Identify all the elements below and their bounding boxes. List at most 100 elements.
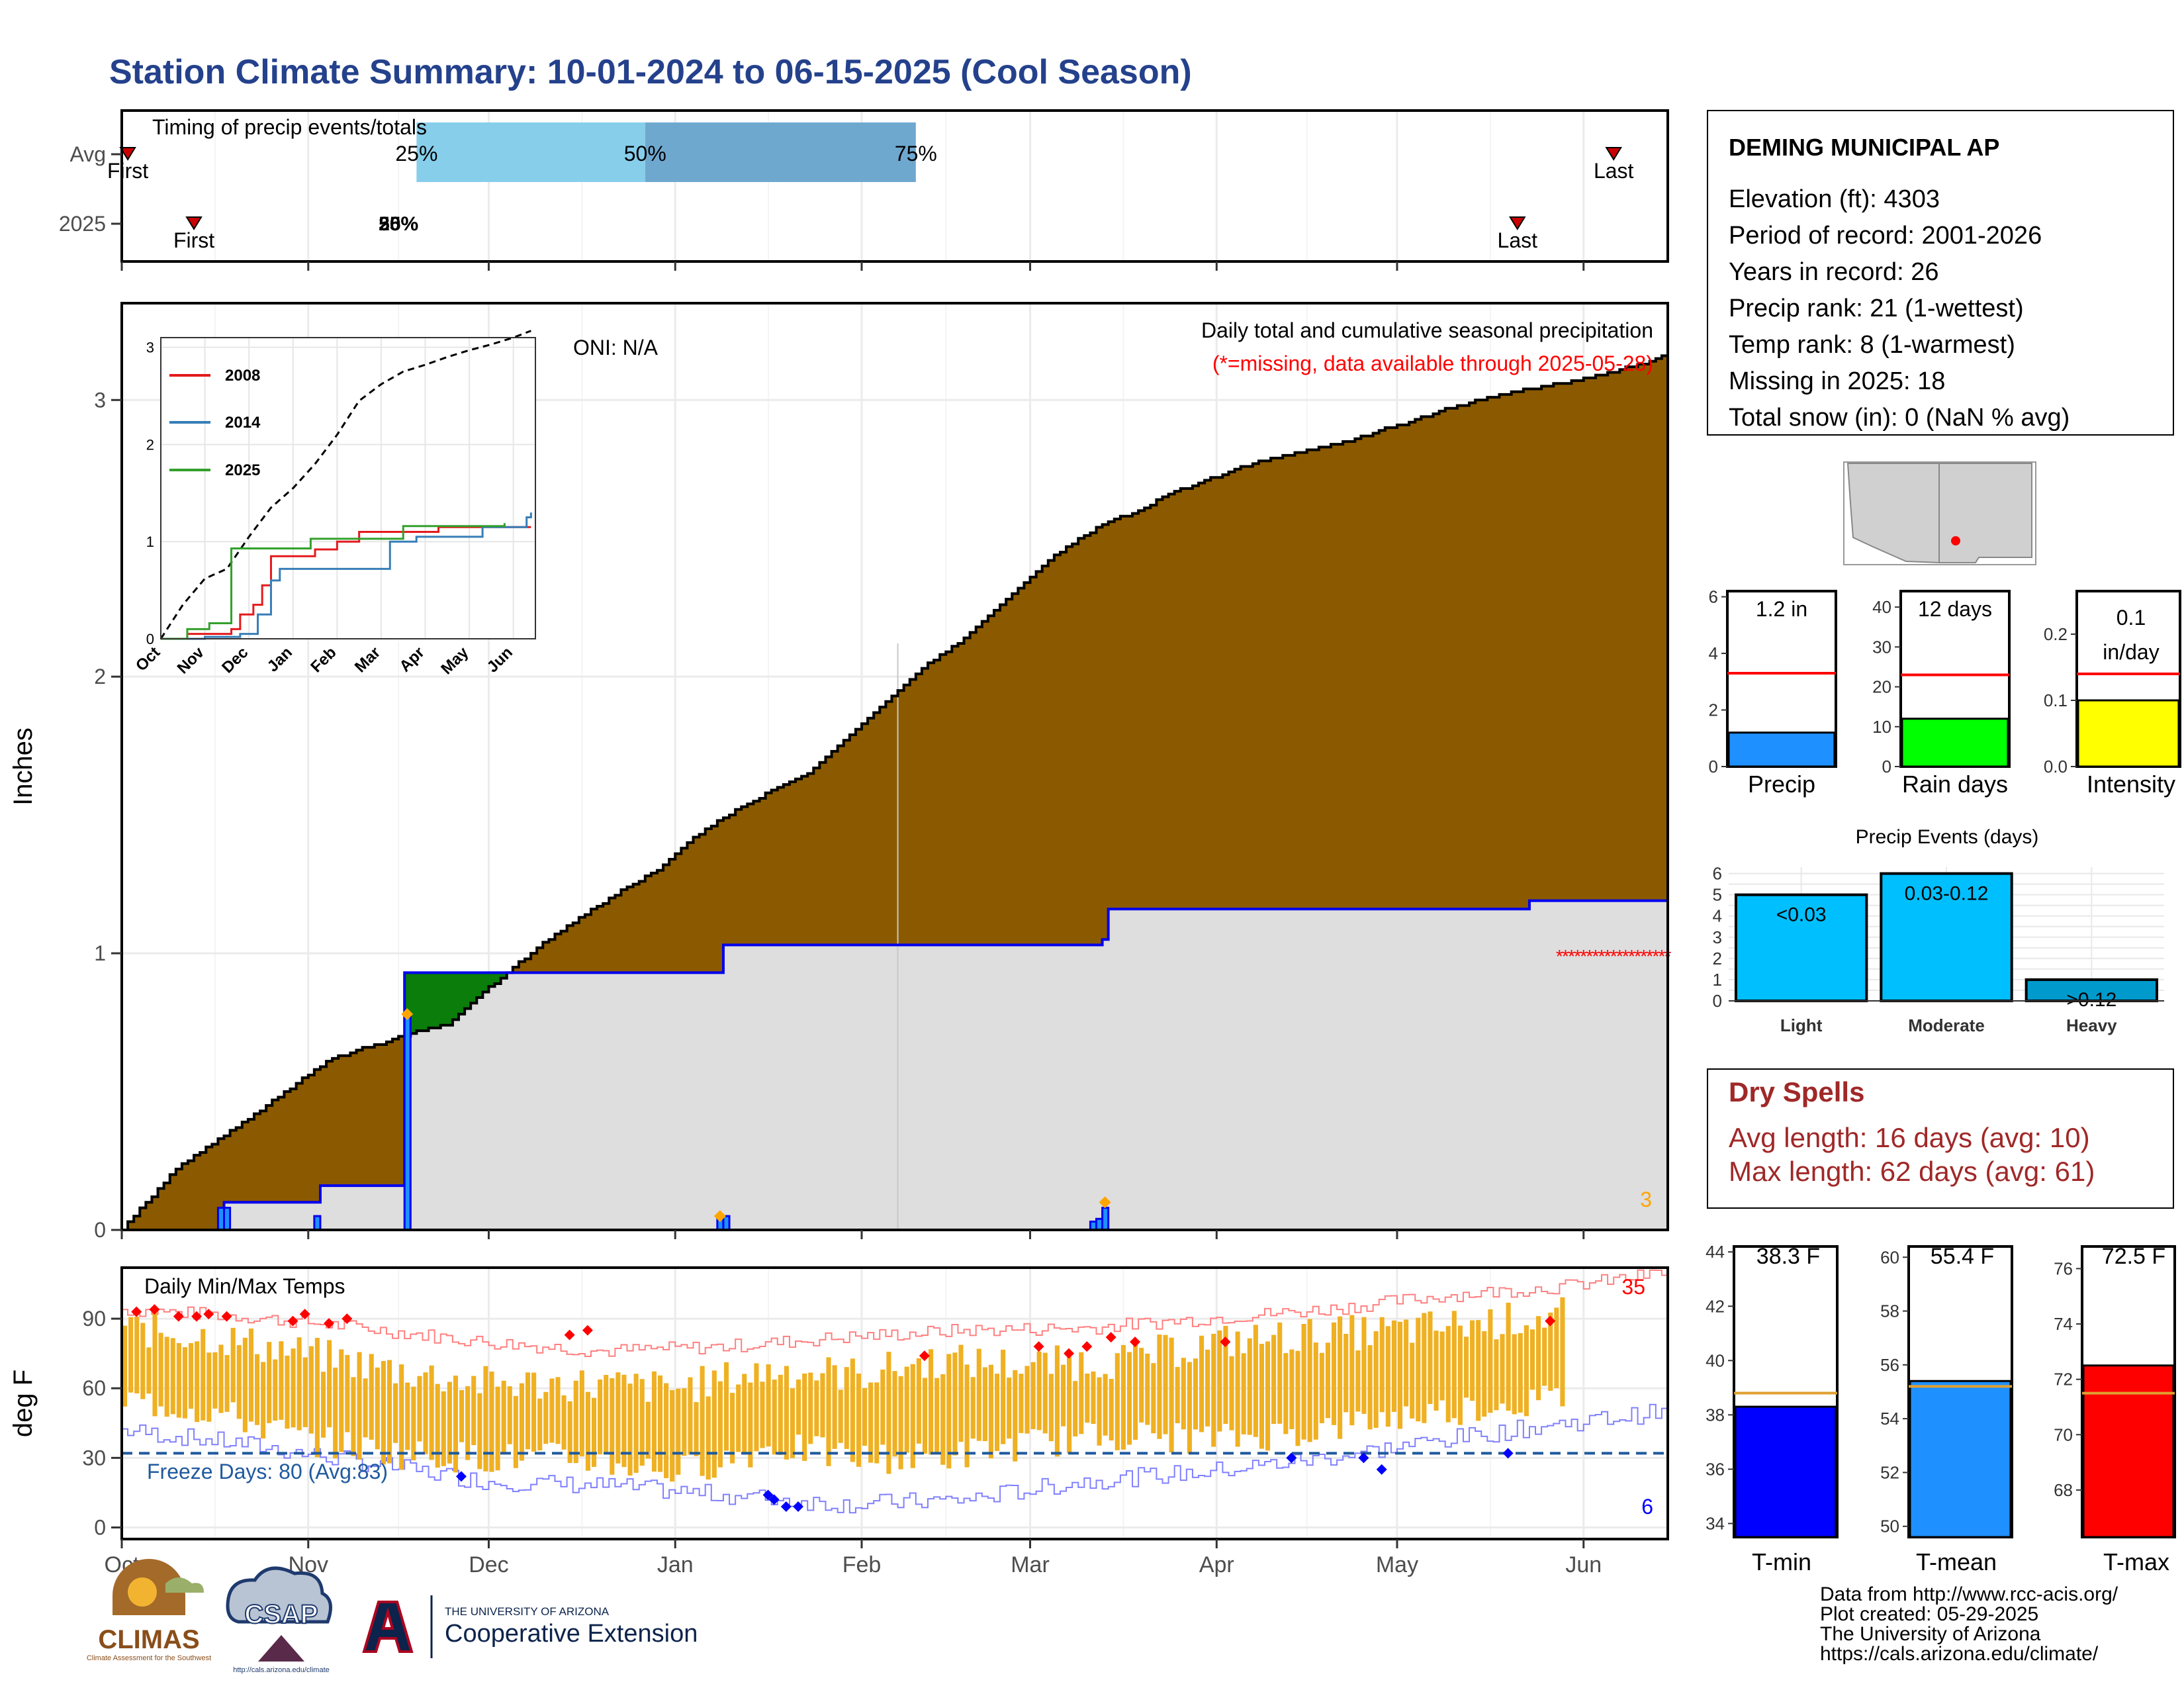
daily-temp-bar — [1512, 1334, 1517, 1415]
station-years: Years in record: 26 — [1729, 258, 1939, 286]
low-record-marker — [768, 1494, 780, 1505]
daily-temp-bar — [134, 1317, 140, 1393]
daily-temp-bar — [766, 1364, 771, 1447]
dry-spells-max: Max length: 62 days (avg: 61) — [1729, 1156, 2095, 1187]
daily-temp-bar — [267, 1342, 272, 1423]
daily-temp-bar — [1001, 1349, 1006, 1444]
low-record-marker — [1376, 1464, 1387, 1475]
missing-marker: * — [1640, 946, 1647, 966]
daily-temp-bar — [748, 1382, 753, 1468]
daily-temp-bar — [519, 1383, 524, 1461]
inset-y-tick-label: 1 — [146, 534, 154, 550]
daily-precip-bar — [1101, 1207, 1110, 1231]
daily-temp-bar — [742, 1374, 747, 1455]
quartile-label: 50% — [624, 142, 666, 165]
daily-temp-bar — [940, 1374, 946, 1465]
daily-temp-bar — [1445, 1326, 1451, 1423]
daily-temp-bar — [856, 1373, 862, 1467]
low-record-marker — [1502, 1448, 1514, 1459]
temps-x-tick-label: May — [1376, 1552, 1418, 1577]
low-record-count: 6 — [1641, 1495, 1653, 1519]
daily-temp-bar — [549, 1378, 555, 1443]
daily-temp-bar — [201, 1329, 206, 1421]
tmean-y-tick-label: 60 — [1880, 1247, 1899, 1267]
daily-temp-bar — [459, 1389, 465, 1442]
daily-temp-bar — [279, 1341, 284, 1420]
raindays-bar-xlabel: Rain days — [1902, 771, 2008, 798]
daily-temp-bar — [591, 1397, 597, 1468]
daily-temp-bar — [1457, 1325, 1463, 1425]
daily-temp-bar — [525, 1372, 531, 1450]
daily-temp-bar — [1470, 1320, 1475, 1401]
daily-temp-bar — [543, 1391, 549, 1444]
tmean-value-label: 55.4 F — [1931, 1244, 1994, 1269]
low-record-marker — [1286, 1452, 1297, 1464]
daily-temp-bar — [958, 1344, 964, 1442]
raindays-y-tick-label: 10 — [1872, 717, 1891, 737]
temps-x-tick-label: Feb — [842, 1552, 882, 1577]
daily-temp-bar — [513, 1395, 518, 1468]
daily-temp-bar — [1115, 1353, 1120, 1450]
climas-logo: CLIMAS Climate Assessment for the Southw… — [87, 1559, 211, 1662]
daily-temp-bar — [369, 1354, 374, 1440]
raindays-value-label: 12 days — [1918, 597, 1992, 621]
climas-logo-subtext: Climate Assessment for the Southwest — [87, 1654, 211, 1662]
daily-temp-bar — [176, 1342, 181, 1418]
daily-temp-bar — [1007, 1377, 1012, 1439]
precip-value-label: 1.2 in — [1756, 597, 1807, 621]
daily-temp-bar — [1217, 1330, 1222, 1432]
daily-temp-bar — [1301, 1323, 1306, 1440]
daily-temp-bar — [435, 1383, 440, 1468]
summary-bar-charts: 02460102030400.00.10.2343638404244505254… — [1706, 587, 2181, 1538]
tmean-bar-xlabel: T-mean — [1916, 1548, 1997, 1575]
raindays-y-tick-label: 20 — [1872, 677, 1891, 697]
precip-bar-xlabel: Precip — [1748, 771, 1815, 798]
station-name: DEMING MUNICIPAL AP — [1729, 134, 1999, 161]
tmean-y-tick-label: 58 — [1880, 1301, 1899, 1321]
daily-temp-bar — [1036, 1351, 1042, 1430]
temps-y-tick-label: 0 — [94, 1515, 106, 1539]
timing-row-label: 2025 — [59, 212, 106, 236]
daily-temp-bar — [910, 1364, 915, 1468]
daily-temp-bar — [1211, 1333, 1216, 1447]
daily-temp-bar — [664, 1383, 669, 1478]
daily-temp-bar — [327, 1340, 332, 1428]
record-precip-marker — [1099, 1196, 1111, 1209]
daily-temp-bar — [1404, 1319, 1409, 1407]
inset-frame — [160, 337, 536, 639]
daily-temp-bar — [790, 1388, 796, 1458]
daily-temp-bar — [291, 1348, 296, 1428]
events-content: <0.03 Light 0.03-0.12 Moderate >0.12 Heavy 01 2… — [1713, 864, 2164, 1035]
daily-temp-bar — [1169, 1337, 1174, 1453]
temps-x-tick-label: Jan — [657, 1552, 694, 1577]
events-y-tick-label: 4 — [1713, 906, 1722, 926]
dry-spells-title: Dry Spells — [1729, 1076, 1864, 1107]
daily-temp-bar — [236, 1345, 242, 1419]
high-record-marker — [203, 1309, 214, 1320]
daily-temp-bar — [916, 1358, 921, 1444]
daily-temp-bar — [874, 1382, 880, 1464]
daily-temp-bar — [1422, 1313, 1427, 1423]
daily-temp-bar — [892, 1371, 897, 1457]
daily-temp-bar — [188, 1342, 194, 1409]
precip-label-missing: (*=missing, data available through 2025-… — [1212, 352, 1653, 375]
daily-temp-bar — [1073, 1381, 1078, 1437]
precip-content: ******************* — [122, 353, 1672, 1231]
precip-label-top: Daily total and cumulative seasonal prec… — [1201, 318, 1653, 342]
daily-temp-bar — [399, 1364, 404, 1470]
inset-series-2025 — [161, 523, 506, 640]
daily-temp-bar — [657, 1375, 663, 1472]
daily-temp-bar — [296, 1337, 302, 1430]
daily-temp-bar — [946, 1354, 952, 1469]
tmin-y-tick-label: 40 — [1706, 1350, 1725, 1370]
daily-temp-bar — [934, 1378, 940, 1454]
daily-temp-bar — [1019, 1374, 1024, 1433]
events-title: Precip Events (days) — [1856, 826, 2039, 848]
current-cumulative-area — [122, 900, 1668, 1230]
footer-credits: Data from http://www.rcc-acis.org/ Plot … — [1820, 1583, 2118, 1665]
footer-line-3: The University of Arizona — [1820, 1623, 2041, 1645]
daily-temp-bar — [1361, 1317, 1367, 1414]
daily-temp-bar — [886, 1351, 891, 1474]
